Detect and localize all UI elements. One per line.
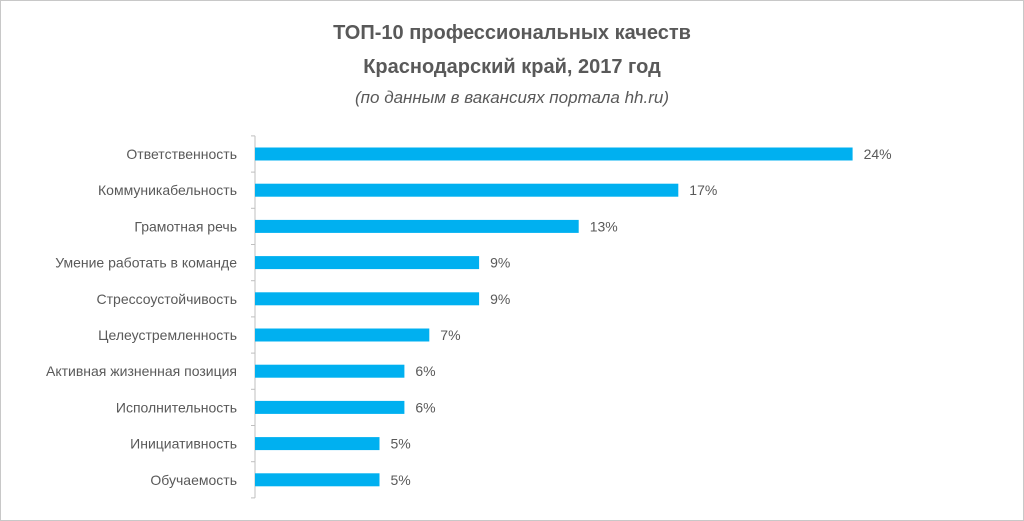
data-label: 24% bbox=[864, 146, 892, 162]
category-label: Обучаемость bbox=[150, 472, 237, 488]
data-label: 6% bbox=[415, 363, 435, 379]
bar bbox=[255, 292, 480, 306]
bar bbox=[255, 473, 380, 487]
category-label: Исполнительность bbox=[116, 399, 237, 415]
category-label: Умение работать в команде bbox=[55, 255, 237, 271]
chart-title-line-1: ТОП-10 профессиональных качеств bbox=[333, 22, 691, 44]
bar bbox=[255, 437, 380, 451]
data-label: 9% bbox=[490, 255, 510, 271]
bar bbox=[255, 400, 405, 414]
data-label: 17% bbox=[689, 182, 717, 198]
category-label: Коммуникабельность bbox=[98, 182, 237, 198]
bar bbox=[255, 256, 480, 270]
chart-subtitle: (по данным в вакансиях портала hh.ru) bbox=[355, 88, 669, 107]
chart-title-line-2: Краснодарский край, 2017 год bbox=[363, 56, 661, 78]
bar bbox=[255, 328, 430, 342]
data-label: 7% bbox=[440, 327, 460, 343]
category-label: Стрессоустойчивость bbox=[97, 291, 237, 307]
category-label: Ответственность bbox=[126, 146, 237, 162]
category-label: Инициативность bbox=[130, 436, 237, 452]
bar bbox=[255, 183, 679, 197]
category-label: Целеустремленность bbox=[98, 327, 237, 343]
data-label: 9% bbox=[490, 291, 510, 307]
data-label: 13% bbox=[590, 218, 618, 234]
bar bbox=[255, 147, 853, 161]
category-label: Грамотная речь bbox=[134, 218, 237, 234]
category-label: Активная жизненная позиция bbox=[46, 363, 237, 379]
data-label: 6% bbox=[415, 399, 435, 415]
data-label: 5% bbox=[391, 436, 411, 452]
data-label: 5% bbox=[391, 472, 411, 488]
bar bbox=[255, 364, 405, 378]
bar bbox=[255, 219, 579, 233]
